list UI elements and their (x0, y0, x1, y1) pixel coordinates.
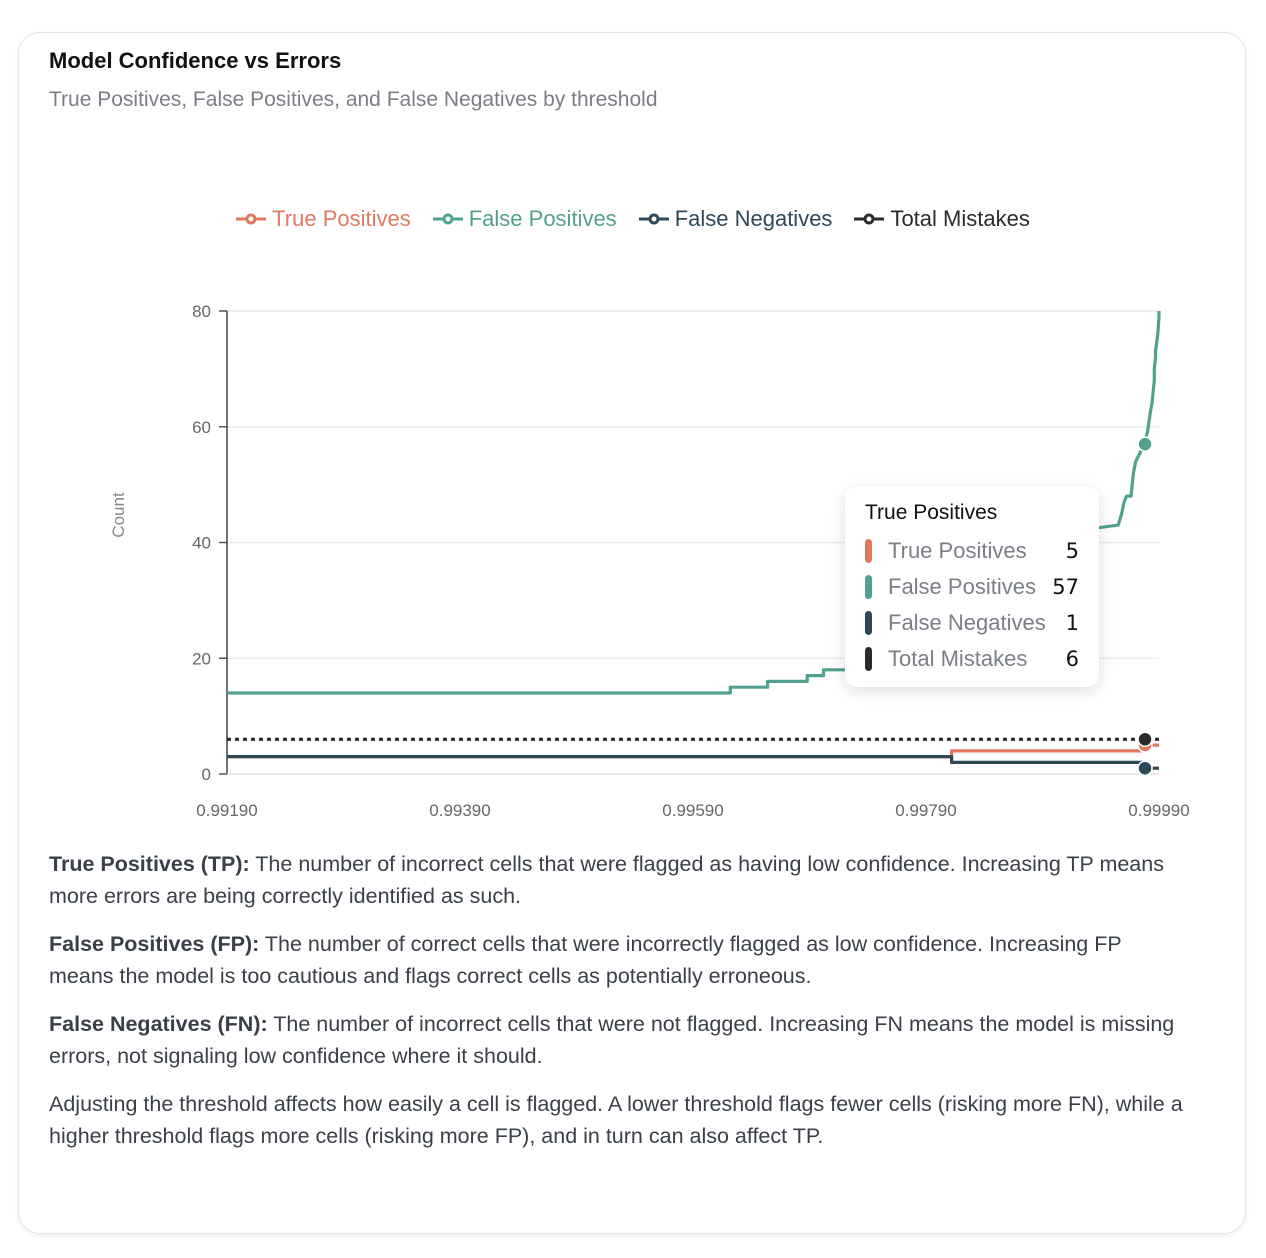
tooltip-color-total (865, 647, 872, 671)
tooltip-label-tp: True Positives (888, 538, 1027, 563)
legend-label-tp: True Positives (272, 206, 411, 231)
marker-total (1137, 731, 1153, 748)
x-tick-label-1: 0.99390 (429, 801, 490, 820)
desc-fn-text: The number of incorrect cells that were … (49, 1012, 1175, 1068)
tooltip-value-fn: 1 (1065, 611, 1079, 635)
desc-tp-text: The number of incorrect cells that were … (49, 852, 1164, 908)
tooltip-row-tp: True Positives 5 (865, 533, 1079, 569)
legend-swatch-fp (432, 213, 463, 225)
x-tick-label-4: 0.99990 (1128, 801, 1189, 820)
desc-fn-term: False Negatives (FN): (49, 1012, 268, 1036)
legend-swatch-tp (236, 213, 267, 225)
y-tick-label-20: 20 (192, 649, 211, 668)
marker-fp (1137, 436, 1153, 452)
tooltip-title: True Positives (865, 501, 998, 524)
x-tick-label-0: 0.99190 (196, 801, 257, 820)
tooltip-color-tp (865, 539, 872, 563)
legend-label-fp: False Positives (468, 206, 617, 231)
y-tick-label-60: 60 (192, 418, 211, 437)
tooltip-row-fn: False Negatives 1 (865, 605, 1079, 641)
chart-subtitle: True Positives, False Positives, and Fal… (49, 88, 658, 111)
tooltip-color-fp (865, 575, 872, 599)
legend-item-false-negatives[interactable]: False Negatives (638, 206, 833, 232)
desc-fp-term: False Positives (FP): (49, 932, 260, 956)
legend-label-fn: False Negatives (674, 206, 833, 231)
legend-item-false-positives[interactable]: False Positives (432, 206, 617, 232)
tooltip-row-total: Total Mistakes 6 (865, 641, 1079, 677)
y-axis-label: Count (109, 492, 128, 538)
desc-adjust: Adjusting the threshold affects how easi… (49, 1088, 1189, 1152)
tooltip-label-fn: False Negatives (888, 610, 1046, 635)
tooltip-row-fp: False Positives 57 (865, 569, 1079, 605)
legend-label-total: Total Mistakes (890, 206, 1030, 231)
y-tick-label-80: 80 (192, 302, 211, 321)
marker-fn (1137, 760, 1153, 776)
x-tick-label-3: 0.99790 (895, 801, 956, 820)
legend-swatch-fn (638, 213, 669, 225)
tooltip-value-total: 6 (1065, 647, 1079, 671)
y-tick-label-0: 0 (202, 765, 211, 784)
desc-tp: True Positives (TP): The number of incor… (49, 848, 1189, 912)
legend-swatch-total (854, 213, 885, 225)
line-chart: 0 20 40 60 80 0.99190 0.99390 0.99590 0.99790 0.9… (109, 302, 1190, 820)
legend-item-true-positives[interactable]: True Positives (236, 206, 411, 232)
tooltip-value-tp: 5 (1065, 539, 1079, 563)
desc-adjust-text: Adjusting the threshold affects how easi… (49, 1092, 1183, 1148)
series-line-tp (227, 743, 1159, 759)
tooltip-label-total: Total Mistakes (888, 646, 1028, 671)
desc-fp-text: The number of correct cells that were in… (49, 932, 1122, 988)
series-line-fn (227, 755, 1159, 770)
tooltip-value-fp: 57 (1052, 575, 1079, 599)
desc-fp: False Positives (FP): The number of corr… (49, 928, 1189, 992)
desc-tp-term: True Positives (TP): (49, 852, 250, 876)
chart-legend: True Positives False Positives False Neg… (0, 206, 1266, 232)
tooltip-color-fn (865, 611, 872, 635)
chart-title: Model Confidence vs Errors (49, 48, 342, 73)
legend-item-total-mistakes[interactable]: Total Mistakes (854, 206, 1030, 232)
y-tick-label-40: 40 (192, 534, 211, 553)
x-tick-label-2: 0.99590 (662, 801, 723, 820)
tooltip-label-fp: False Positives (888, 574, 1036, 599)
chart-tooltip: True Positives True Positives 5 False Po… (845, 487, 1099, 687)
chart-description: True Positives (TP): The number of incor… (49, 848, 1189, 1168)
desc-fn: False Negatives (FN): The number of inco… (49, 1008, 1189, 1072)
